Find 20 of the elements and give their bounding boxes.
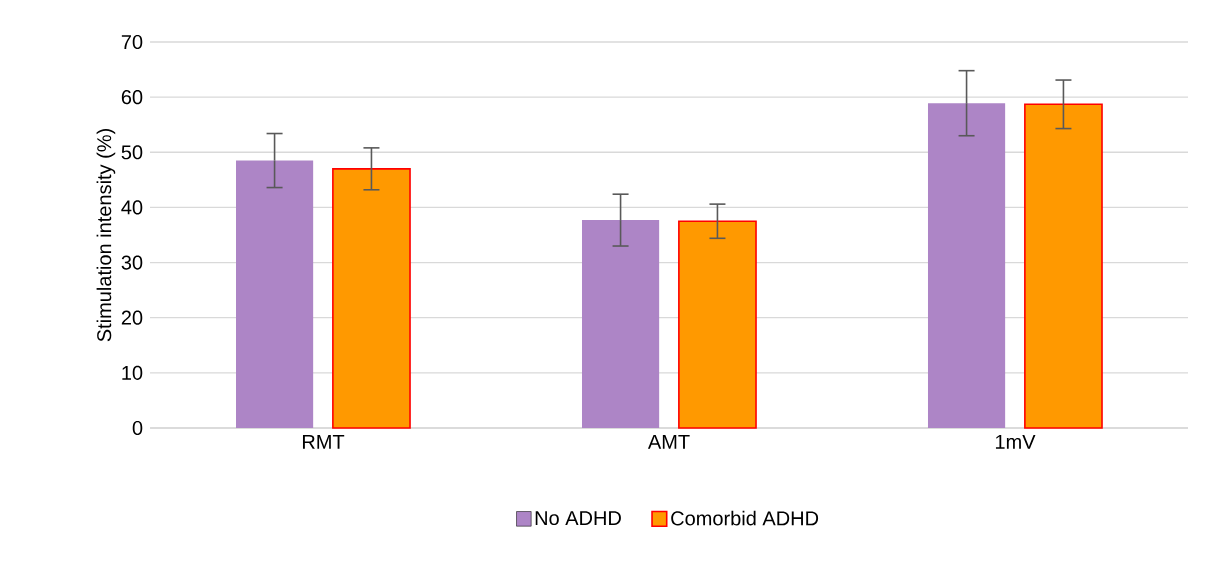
- y-tick-label: 60: [121, 90, 143, 105]
- x-tick-label: AMT: [647, 434, 690, 449]
- y-tick-label: 0: [132, 420, 143, 436]
- y-tick-label: 20: [121, 310, 143, 325]
- y-axis-title: Stimulation intensity (%): [96, 129, 116, 342]
- legend-label: Comorbid ADHD: [671, 510, 819, 526]
- bar: [581, 220, 660, 428]
- y-tick-label: 10: [122, 365, 143, 380]
- y-tick-label: 50: [121, 145, 143, 160]
- x-tick-label: 1mV: [995, 434, 1036, 449]
- y-tick-label: 70: [121, 34, 143, 50]
- bar: [236, 160, 314, 428]
- bar: [332, 168, 411, 429]
- legend-label: No ADHD: [535, 511, 621, 526]
- y-tick-label: 30: [121, 255, 143, 270]
- x-tick-label: RMT: [302, 434, 345, 449]
- bar: [1024, 103, 1103, 429]
- bar: [678, 220, 757, 429]
- bar: [927, 103, 1006, 428]
- y-tick-label: 40: [121, 200, 143, 215]
